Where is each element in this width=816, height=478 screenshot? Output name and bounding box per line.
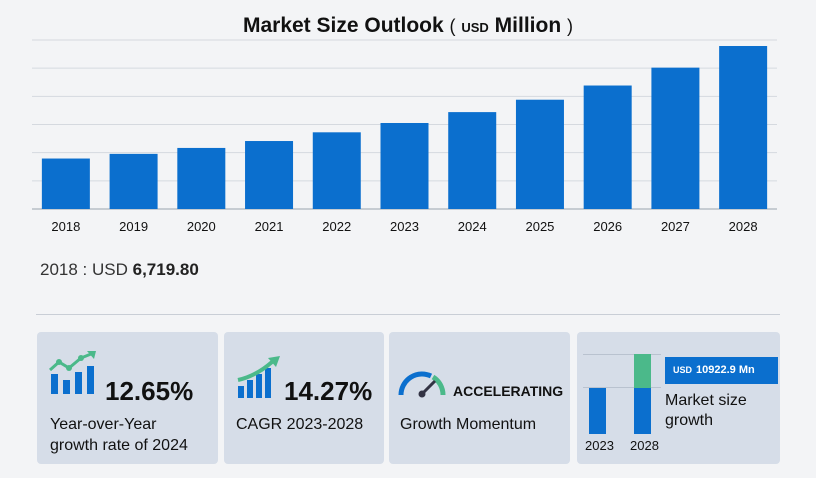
- bar-2023: [380, 122, 429, 209]
- title-paren-close: ): [567, 16, 574, 36]
- market-callout-unit: USD: [673, 365, 693, 375]
- cagr-card: 14.27% CAGR 2023-2028: [224, 332, 384, 464]
- x-tick-label-2025: 2025: [525, 219, 554, 234]
- x-tick-label-2019: 2019: [119, 219, 148, 234]
- bar-2024: [448, 112, 497, 209]
- momentum-card: ACCELERATING Growth Momentum: [389, 332, 570, 464]
- market-callout-value: 10922.9 Mn: [696, 364, 755, 376]
- yoy-label-line2: growth rate of 2024: [50, 437, 188, 454]
- x-tick-label-2018: 2018: [51, 219, 80, 234]
- market-card-line-mid: [583, 387, 661, 388]
- cagr-value: 14.27%: [284, 376, 373, 406]
- title-paren-open: (: [449, 16, 456, 36]
- bar-2026: [583, 85, 632, 209]
- market-label-line2: growth: [665, 412, 714, 429]
- market-callout: USD 10922.9 Mn: [665, 357, 778, 384]
- chart-title: Market Size Outlook ( USD Million ): [0, 14, 816, 38]
- market-growth-segment: [634, 354, 651, 388]
- x-tick-label-2027: 2027: [661, 219, 690, 234]
- bar-2020: [177, 147, 226, 209]
- bar-2025: [515, 99, 564, 209]
- cagr-label: CAGR 2023-2028: [236, 416, 364, 433]
- yoy-label-line1: Year-over-Year: [50, 416, 157, 433]
- bar-2022: [312, 132, 361, 209]
- title-unit-big: Million: [494, 14, 562, 37]
- market-bar-2028: [634, 388, 651, 434]
- base-year-amount: 6,719.80: [132, 260, 199, 279]
- yoy-card: 12.65% Year-over-Year growth rate of 202…: [37, 332, 218, 464]
- x-tick-label-2024: 2024: [458, 219, 487, 234]
- section-divider: [36, 314, 780, 315]
- base-year-value: 2018 : USD 6,719.80: [40, 260, 199, 280]
- bar-chart: 2018 2019 2020 2021 2022 2023 2024 2025 2026 2027…: [32, 39, 777, 234]
- market-bar-2023: [589, 388, 606, 434]
- bar-2027: [651, 67, 700, 209]
- rising-bars-icon: [237, 356, 280, 398]
- market-size-card: 2023 2028 USD 10922.9 Mn Market size grow…: [577, 332, 780, 464]
- market-year-2023: 2023: [585, 438, 614, 453]
- momentum-label: Growth Momentum: [400, 416, 537, 433]
- growth-chart-icon: [49, 351, 96, 394]
- speedometer-icon: [398, 371, 446, 398]
- bar-2021: [245, 141, 294, 209]
- yoy-value: 12.65%: [105, 376, 194, 406]
- x-tick-label-2026: 2026: [593, 219, 622, 234]
- bar-2019: [109, 153, 158, 209]
- base-year-label: 2018 : USD: [40, 260, 128, 279]
- bar-2018: [41, 158, 90, 209]
- market-label-line1: Market size: [665, 392, 747, 409]
- market-year-2028: 2028: [630, 438, 659, 453]
- x-tick-label-2020: 2020: [187, 219, 216, 234]
- x-tick-label-2022: 2022: [322, 219, 351, 234]
- x-tick-label-2023: 2023: [390, 219, 419, 234]
- momentum-value: ACCELERATING: [453, 383, 564, 399]
- title-unit-small: USD: [461, 20, 489, 35]
- market-card-line-top: [583, 354, 661, 355]
- bar-2028: [719, 46, 768, 210]
- x-tick-label-2021: 2021: [255, 219, 284, 234]
- title-main: Market Size Outlook: [242, 14, 444, 37]
- x-tick-label-2028: 2028: [729, 219, 758, 234]
